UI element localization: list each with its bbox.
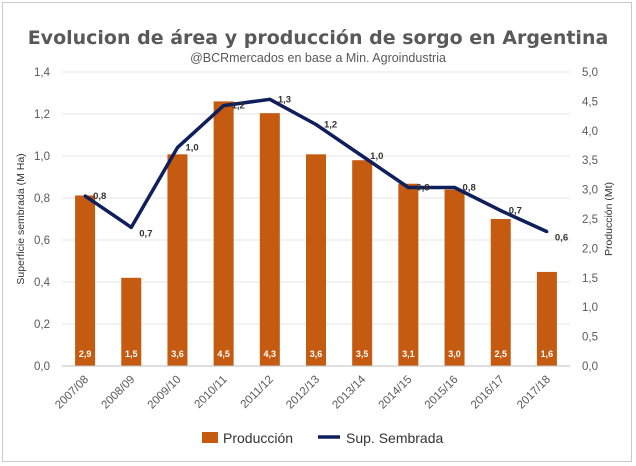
y-left-tick-label: 0,0 bbox=[34, 361, 50, 373]
line-point bbox=[129, 225, 133, 229]
line-point bbox=[360, 154, 364, 158]
y-left-tick-label: 1,4 bbox=[34, 67, 51, 79]
x-tick-label: 2010/11 bbox=[192, 374, 229, 411]
line-point bbox=[453, 186, 457, 189]
y-right-tick-label: 0,5 bbox=[582, 332, 598, 344]
y-left-tick-label: 0,2 bbox=[34, 319, 50, 331]
line-data-label: 1,0 bbox=[185, 143, 198, 154]
x-tick-label: 2017/18 bbox=[515, 374, 553, 412]
line-point bbox=[499, 209, 503, 213]
bar-data-label: 3,5 bbox=[356, 349, 369, 359]
line-data-label: 1,0 bbox=[370, 151, 383, 162]
y-axis-left-label: Superficie sembrada (M Ha) bbox=[15, 153, 27, 284]
line-data-label: 1,2 bbox=[232, 101, 245, 112]
x-tick-label: 2015/16 bbox=[423, 374, 461, 412]
chart-subtitle: @BCRmercados en base a Min. Agroindustri… bbox=[190, 51, 446, 65]
y-left-tick-label: 0,4 bbox=[34, 277, 51, 289]
x-tick-label: 2012/13 bbox=[284, 374, 322, 412]
legend: Producción Sup. Sembrada bbox=[202, 430, 443, 446]
bar-data-label: 3,6 bbox=[171, 349, 184, 359]
legend-label-sup-sembrada: Sup. Sembrada bbox=[346, 430, 443, 446]
line-point bbox=[175, 146, 179, 150]
line-point bbox=[83, 194, 87, 198]
x-tick-label: 2007/08 bbox=[53, 374, 91, 412]
line-point bbox=[545, 230, 549, 234]
line-data-label: 0,8 bbox=[463, 183, 476, 194]
legend-label-produccion: Producción bbox=[223, 430, 293, 446]
line-data-label: 0,7 bbox=[509, 206, 522, 217]
x-tick-label: 2013/14 bbox=[330, 373, 368, 411]
x-tick-label: 2014/15 bbox=[377, 374, 415, 412]
line-data-label: 0,6 bbox=[555, 233, 568, 244]
line-data-label: 1,2 bbox=[324, 120, 337, 131]
x-tick-label: 2011/12 bbox=[239, 374, 276, 411]
y-right-tick-label: 0,0 bbox=[582, 361, 598, 373]
y-right-tick-label: 2,5 bbox=[582, 214, 598, 226]
y-right-tick-label: 1,5 bbox=[582, 273, 598, 285]
line-point bbox=[268, 97, 272, 101]
bar-produccion bbox=[352, 160, 373, 366]
y-right-tick-label: 3,5 bbox=[582, 155, 598, 167]
bar-data-label: 2,9 bbox=[79, 349, 92, 359]
y-right-tick-label: 1,0 bbox=[582, 302, 598, 314]
y-right-tick-label: 4,5 bbox=[582, 96, 598, 108]
y-left-tick-label: 1,0 bbox=[34, 151, 50, 163]
bar-data-label: 3,6 bbox=[310, 349, 323, 359]
line-data-label: 0,8 bbox=[93, 191, 106, 202]
line-data-label: 0,8 bbox=[416, 183, 429, 194]
chart-frame bbox=[2, 2, 632, 462]
bar-data-label: 1,5 bbox=[125, 349, 138, 359]
bar-produccion bbox=[213, 101, 234, 367]
bar-data-label: 3,0 bbox=[448, 349, 461, 359]
x-tick-label: 2008/09 bbox=[100, 374, 138, 412]
legend-bar-swatch bbox=[202, 432, 218, 443]
y-right-tick-label: 3,0 bbox=[582, 185, 598, 197]
y-right-tick-label: 5,0 bbox=[582, 67, 598, 79]
y-axis-right-label: Producción (Mt) bbox=[603, 182, 615, 256]
y-left-tick-label: 1,2 bbox=[34, 109, 50, 121]
bar-produccion bbox=[75, 195, 96, 366]
y-right-tick-label: 4,0 bbox=[582, 126, 598, 138]
line-data-label: 0,7 bbox=[139, 228, 152, 239]
chart-title: Evolucion de área y producción de sorgo … bbox=[28, 27, 609, 49]
bar-produccion bbox=[306, 154, 326, 366]
bar-data-label: 2,5 bbox=[494, 349, 507, 359]
bar-data-label: 1,6 bbox=[541, 349, 554, 359]
y-right-tick-label: 2,0 bbox=[582, 243, 598, 255]
bar-produccion bbox=[167, 154, 188, 366]
bar-produccion bbox=[398, 183, 419, 366]
x-tick-label: 2009/10 bbox=[146, 374, 184, 412]
y-left-tick-label: 0,8 bbox=[34, 193, 50, 205]
bar-produccion bbox=[259, 113, 280, 366]
x-tick-label: 2016/17 bbox=[469, 374, 507, 412]
bar-produccion bbox=[536, 271, 557, 366]
line-point bbox=[222, 104, 226, 108]
y-left-tick-label: 0,6 bbox=[34, 235, 50, 247]
line-data-label: 1,3 bbox=[278, 94, 291, 105]
bar-produccion bbox=[444, 189, 465, 366]
bar-data-label: 4,5 bbox=[217, 349, 230, 359]
bar-data-label: 3,1 bbox=[402, 349, 415, 359]
bar-data-label: 4,3 bbox=[264, 349, 277, 359]
line-point bbox=[406, 186, 410, 189]
line-point bbox=[314, 123, 318, 126]
bar-produccion bbox=[121, 277, 142, 366]
bar-produccion bbox=[490, 219, 511, 366]
